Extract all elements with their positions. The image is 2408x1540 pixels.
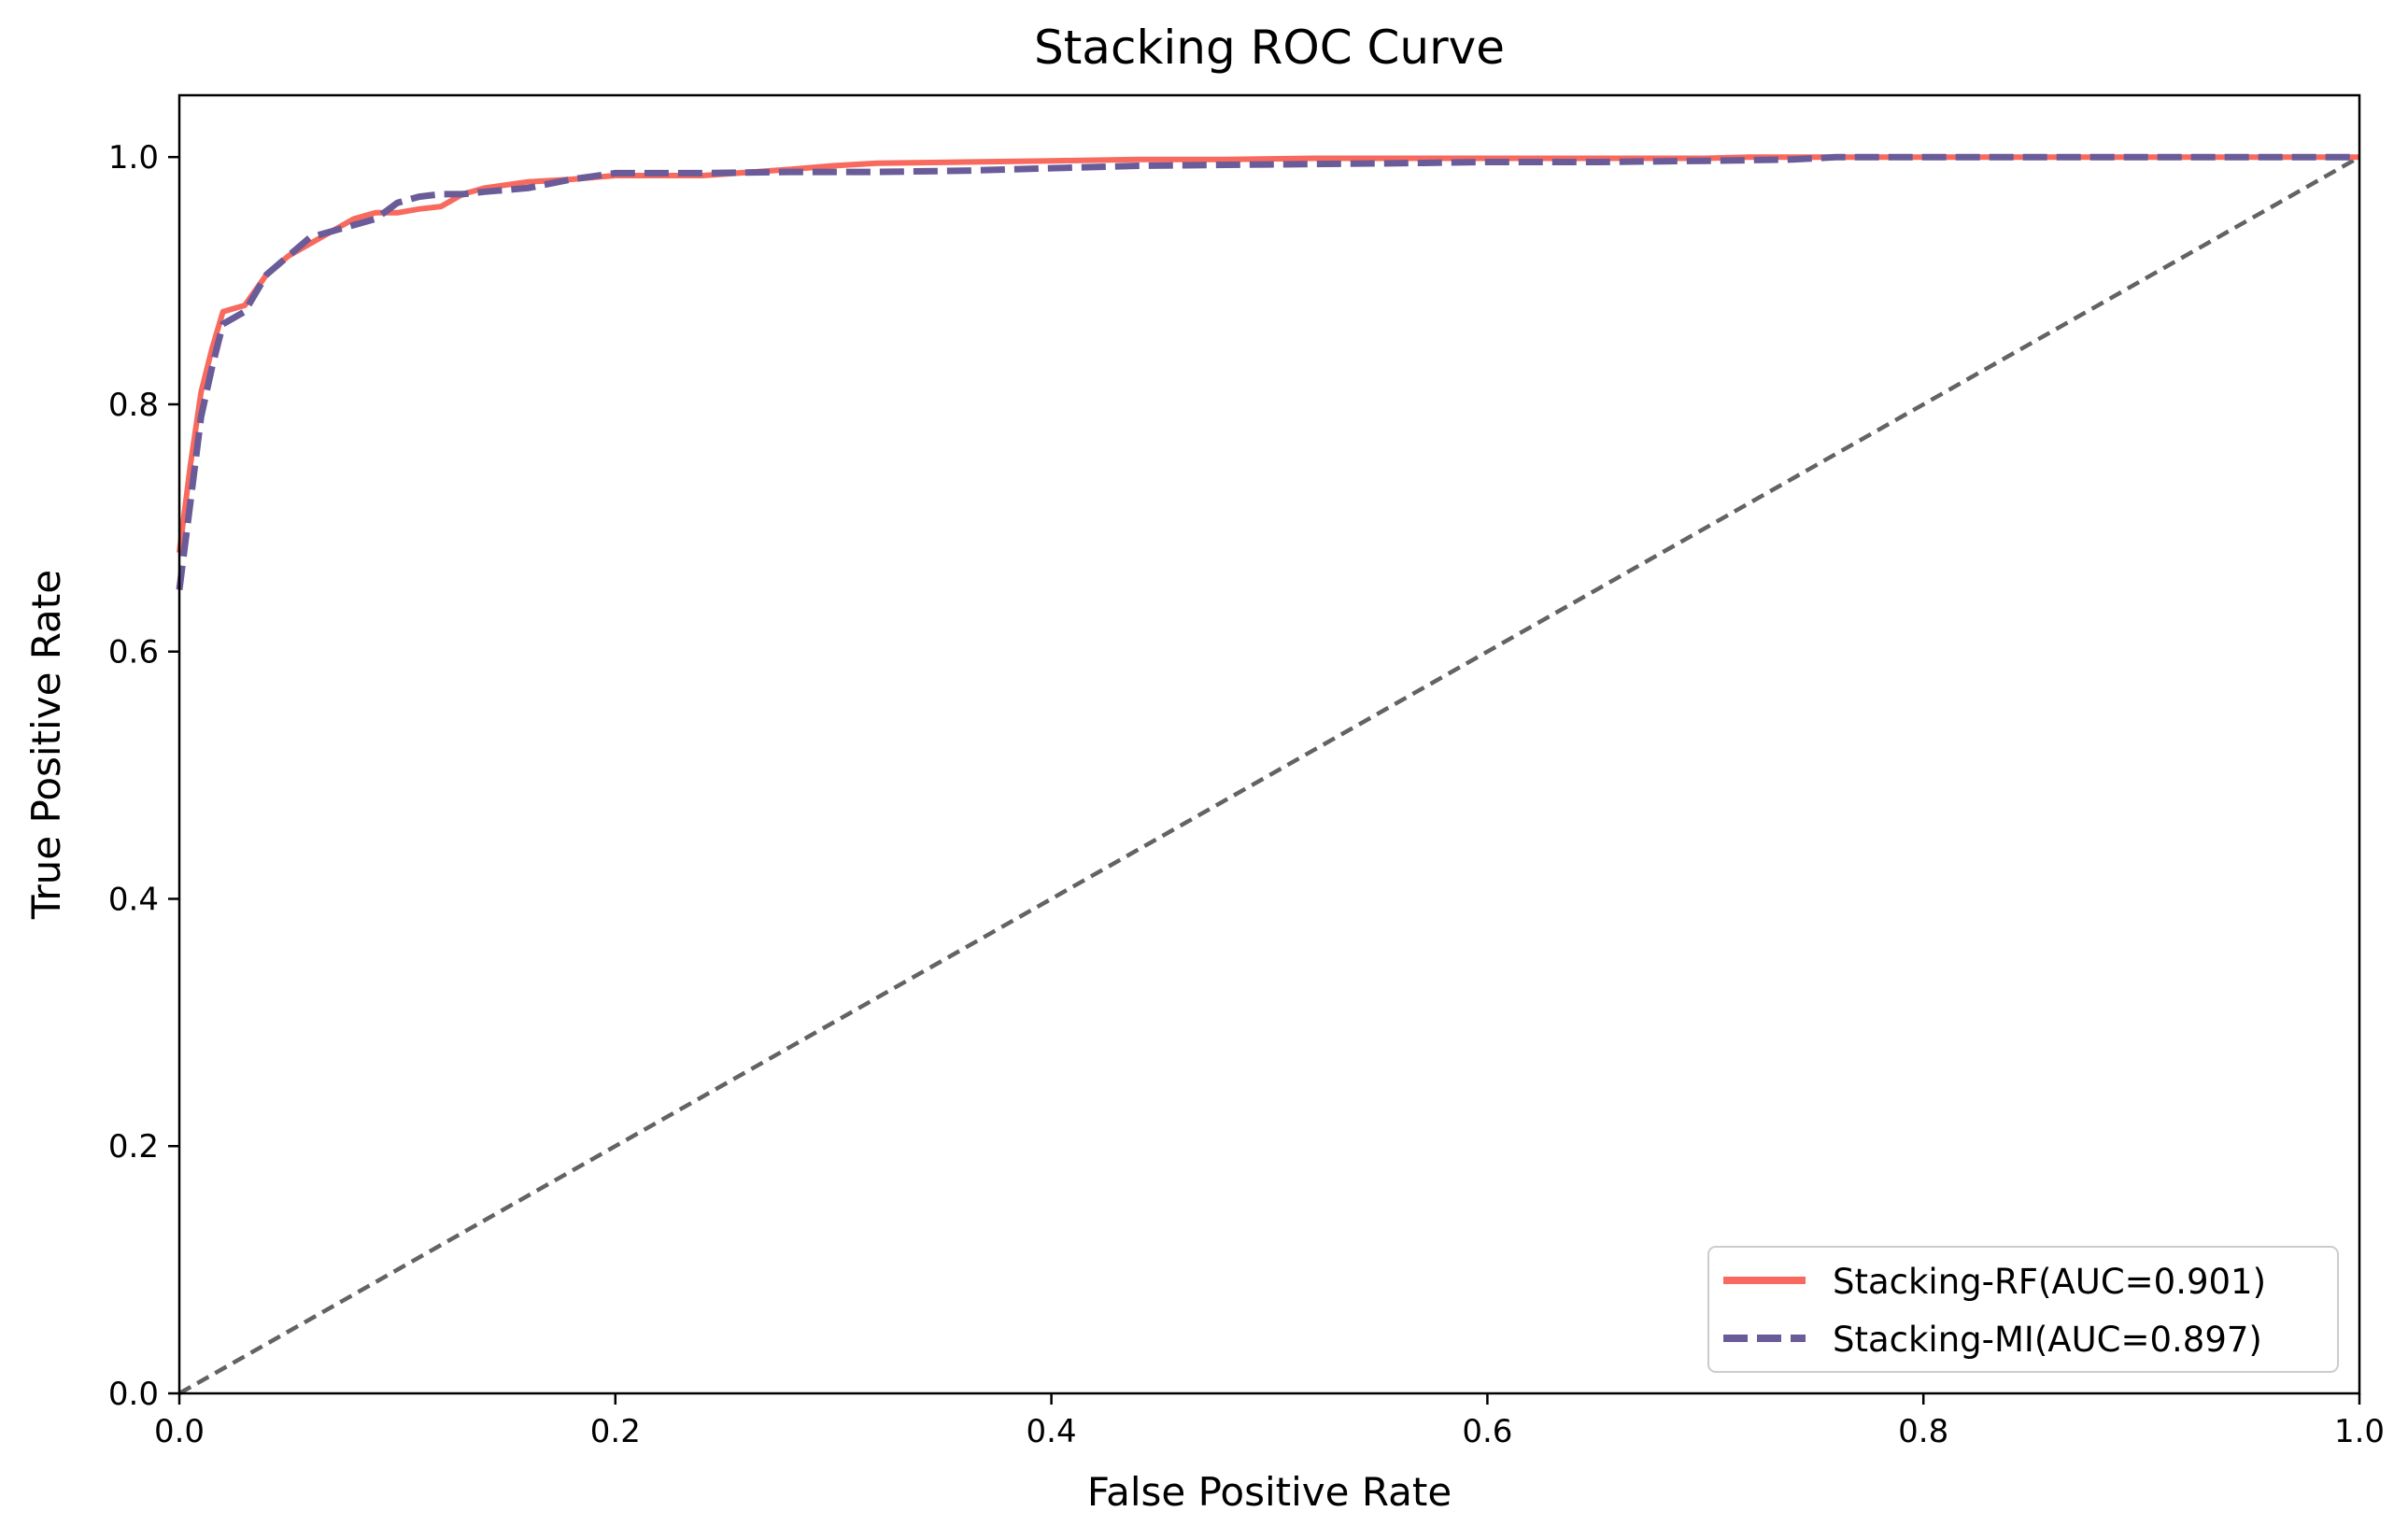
x-tick-label: 0.8 bbox=[1898, 1413, 1948, 1450]
chart-title: Stacking ROC Curve bbox=[1034, 21, 1505, 75]
y-tick-label: 0.4 bbox=[108, 881, 159, 918]
y-tick-label: 0.6 bbox=[108, 634, 159, 671]
x-tick-label: 0.2 bbox=[590, 1413, 641, 1450]
x-tick-label: 0.6 bbox=[1462, 1413, 1512, 1450]
y-tick-label: 0.8 bbox=[108, 387, 159, 424]
x-tick-label: 0.4 bbox=[1027, 1413, 1077, 1450]
x-axis-label: False Positive Rate bbox=[1087, 1469, 1452, 1515]
y-tick-label: 0.2 bbox=[108, 1128, 159, 1166]
y-tick-label: 0.0 bbox=[108, 1376, 159, 1413]
roc-line-stacking-rf bbox=[177, 154, 2359, 554]
roc-line-stacking-mi bbox=[176, 153, 2359, 590]
ticks-layer: 0.0 0.2 0.4 0.6 0.8 1.0 0.0 0.2 0.4 0.6 0.8 1.0 bbox=[108, 139, 2385, 1450]
legend: Stacking-RF(AUC=0.901) Stacking-MI(AUC=0… bbox=[1707, 1246, 2339, 1373]
x-tick-label: 0.0 bbox=[154, 1413, 205, 1450]
plot-frame bbox=[177, 93, 2361, 1395]
legend-label-rf: Stacking-RF(AUC=0.901) bbox=[1833, 1262, 2266, 1302]
legend-box bbox=[1707, 1246, 2339, 1373]
series-layer bbox=[176, 153, 2361, 1395]
y-axis-label: True Positive Rate bbox=[23, 570, 69, 920]
legend-label-mi: Stacking-MI(AUC=0.897) bbox=[1833, 1320, 2262, 1360]
x-tick-label: 1.0 bbox=[2334, 1413, 2385, 1450]
chance-diagonal-line bbox=[177, 155, 2361, 1395]
plot-area: 0.0 0.2 0.4 0.6 0.8 1.0 0.0 0.2 0.4 0.6 0.8 1.0 bbox=[108, 93, 2385, 1450]
y-tick-label: 1.0 bbox=[108, 139, 159, 177]
